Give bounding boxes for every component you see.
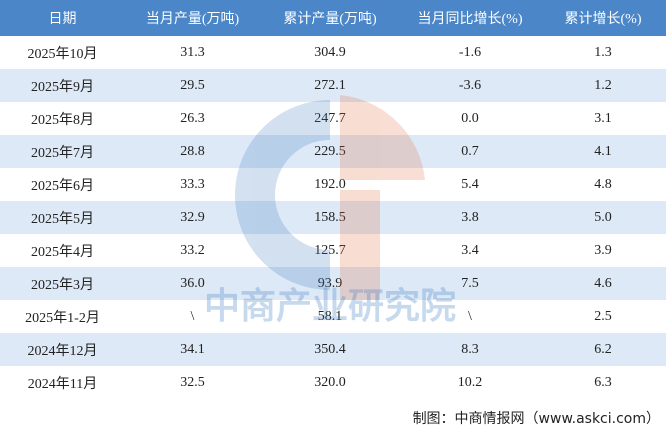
table-cell: 33.2 xyxy=(180,242,205,258)
source-note: 制图：中商情报网（www.askci.com） xyxy=(412,411,660,427)
table-body: 2025年10月 31.3 304.9 -1.6 1.3 2025年9月 29.5 272.1… xyxy=(0,36,666,399)
table-cell: -3.6 xyxy=(400,69,540,102)
table-cell: 2025年8月 xyxy=(31,112,94,128)
table-cell: 31.3 xyxy=(180,44,205,60)
table-cell: 192.0 xyxy=(314,176,346,192)
header-cell: 累计产量(万吨) xyxy=(260,0,400,36)
table-cell: -1.6 xyxy=(458,44,482,60)
table-cell: 1.3 xyxy=(594,44,612,60)
table-cell: 36.0 xyxy=(125,267,260,300)
table-row: 2025年10月 31.3 304.9 -1.6 1.3 xyxy=(0,36,666,69)
table-row: 2025年4月 33.2 125.7 3.4 3.9 xyxy=(0,234,666,267)
table-cell: 3.9 xyxy=(594,242,612,258)
table-cell: 32.5 xyxy=(180,374,205,390)
table-cell: 58.1 xyxy=(317,308,343,324)
table-cell: 320.0 xyxy=(314,374,346,390)
table-cell: 272.1 xyxy=(260,69,400,102)
table-cell: 6.3 xyxy=(594,374,612,390)
table-cell: 2025年10月 xyxy=(27,46,98,62)
table-cell: 28.8 xyxy=(125,135,260,168)
table-row: 2025年8月 26.3 247.7 0.0 3.1 xyxy=(0,102,666,135)
table-cell: 34.1 xyxy=(125,333,260,366)
table-cell: 4.1 xyxy=(540,135,666,168)
table-cell: \ xyxy=(468,308,472,324)
header-cell: 当月同比增长(%) xyxy=(400,0,540,36)
table-cell: 26.3 xyxy=(180,110,205,126)
table-cell: 3.8 xyxy=(400,201,540,234)
table-cell: 6.2 xyxy=(540,333,666,366)
table-cell: 247.7 xyxy=(314,110,346,126)
table-row: 2024年11月 32.5 320.0 10.2 6.3 xyxy=(0,366,666,399)
header-cell: 累计增长(%) xyxy=(540,0,666,36)
table-row: 2025年6月 33.3 192.0 5.4 4.8 xyxy=(0,168,666,201)
table-cell: 0.0 xyxy=(461,110,479,126)
table-cell: 2025年3月 xyxy=(0,267,125,300)
table-cell: 33.3 xyxy=(180,176,205,192)
table-cell: 7.5 xyxy=(400,267,540,300)
table-cell: 350.4 xyxy=(260,333,400,366)
table-cell: 32.9 xyxy=(125,201,260,234)
header-cell: 当月产量(万吨) xyxy=(125,0,260,36)
table-cell: 2.5 xyxy=(594,308,612,324)
table-row: 2024年12月 34.1 350.4 8.3 6.2 xyxy=(0,333,666,366)
table-cell: 0.7 xyxy=(400,135,540,168)
table-cell: 2025年5月 xyxy=(0,201,125,234)
table-cell: 125.7 xyxy=(314,242,346,258)
table-cell: 93.9 xyxy=(260,267,400,300)
header-cell: 日期 xyxy=(0,0,125,36)
table-cell: 2025年9月 xyxy=(0,69,125,102)
table-cell: 4.8 xyxy=(594,176,612,192)
table-cell: 229.5 xyxy=(260,135,400,168)
table-cell: 3.1 xyxy=(594,110,612,126)
table-cell: 4.6 xyxy=(540,267,666,300)
table-cell: 5.4 xyxy=(461,176,479,192)
table-cell: 10.2 xyxy=(457,374,483,390)
table-cell: 158.5 xyxy=(260,201,400,234)
table-cell: 8.3 xyxy=(400,333,540,366)
table-cell: 2025年7月 xyxy=(0,135,125,168)
table-cell: 2025年6月 xyxy=(31,178,94,194)
table-row: 2025年7月 28.8 229.5 0.7 4.1 xyxy=(0,135,666,168)
table-cell: 5.0 xyxy=(540,201,666,234)
table-cell: 29.5 xyxy=(125,69,260,102)
table-row: 2025年5月 32.9 158.5 3.8 5.0 xyxy=(0,201,666,234)
table-cell: 2024年12月 xyxy=(0,333,125,366)
table-cell: 304.9 xyxy=(314,44,346,60)
table-cell: 2024年11月 xyxy=(27,376,98,392)
table-cell: 2025年4月 xyxy=(31,244,94,260)
table-row: 2025年1-2月 \ 58.1 \ 2.5 xyxy=(0,300,666,333)
table-cell: 2025年1-2月 xyxy=(25,310,100,326)
table-row: 2025年3月 36.0 93.9 7.5 4.6 xyxy=(0,267,666,300)
header-row: 日期 当月产量(万吨) 累计产量(万吨) 当月同比增长(%) 累计增长(%) xyxy=(0,0,666,36)
table-row: 2025年9月 29.5 272.1 -3.6 1.2 xyxy=(0,69,666,102)
table-cell: \ xyxy=(190,308,195,324)
data-table: 日期 当月产量(万吨) 累计产量(万吨) 当月同比增长(%) 累计增长(%) 2025年… xyxy=(0,0,666,399)
table-cell: 1.2 xyxy=(540,69,666,102)
table-cell: 3.4 xyxy=(461,242,479,258)
